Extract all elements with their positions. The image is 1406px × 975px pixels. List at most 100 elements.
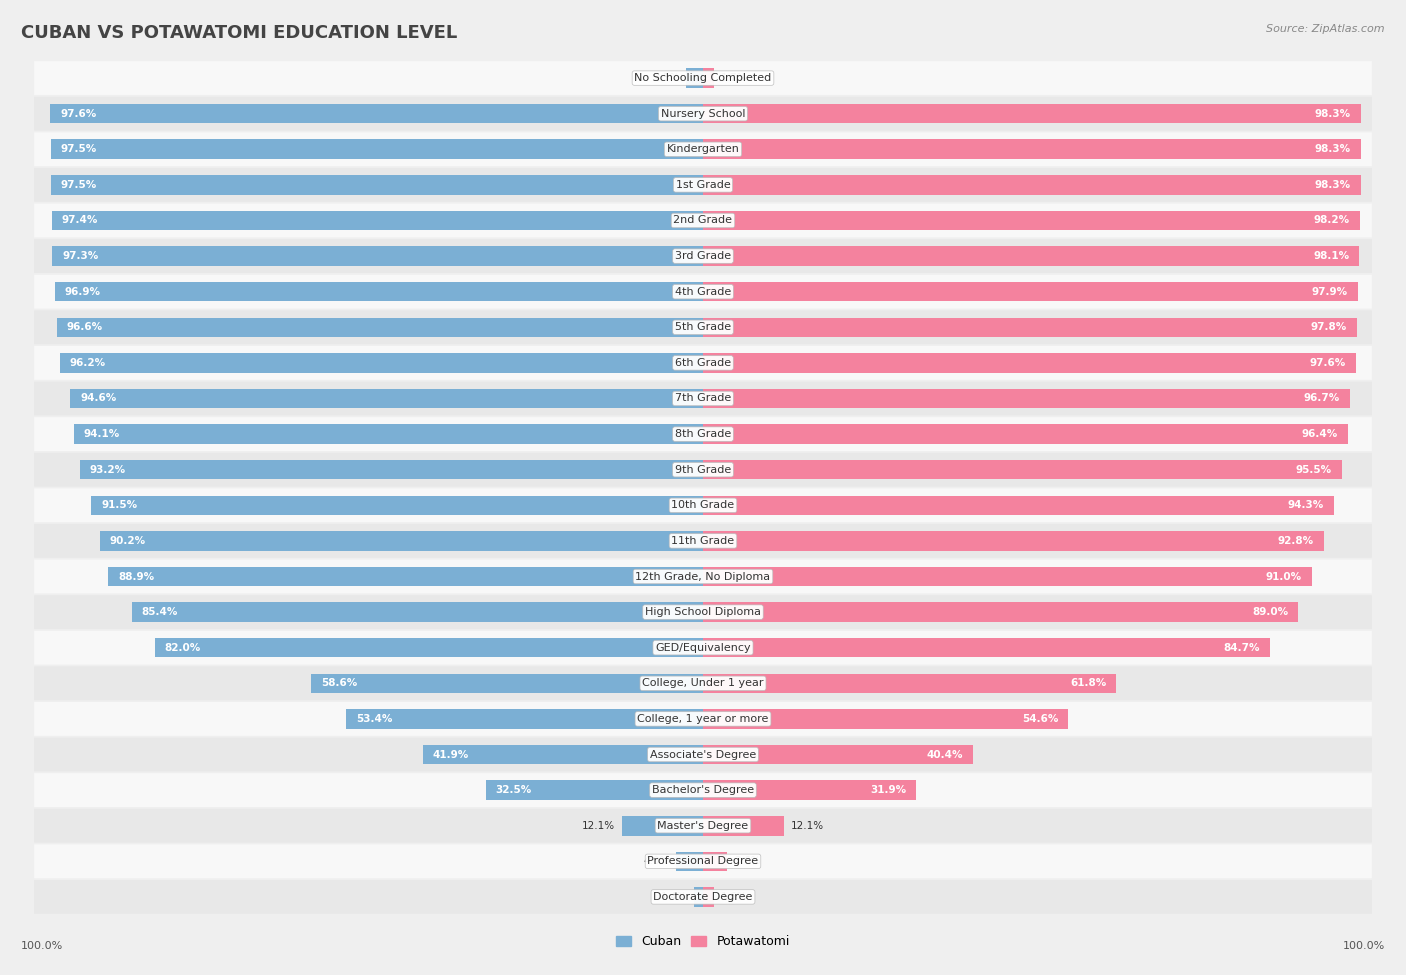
Text: 1.7%: 1.7%: [721, 73, 748, 83]
Text: 89.0%: 89.0%: [1253, 607, 1288, 617]
Bar: [703, 424, 1348, 444]
Text: GED/Equivalency: GED/Equivalency: [655, 643, 751, 652]
Bar: [703, 566, 1312, 586]
Text: 96.4%: 96.4%: [1302, 429, 1337, 439]
Text: 94.1%: 94.1%: [83, 429, 120, 439]
Text: Nursery School: Nursery School: [661, 108, 745, 119]
Text: 94.3%: 94.3%: [1288, 500, 1323, 510]
Text: Source: ZipAtlas.com: Source: ZipAtlas.com: [1267, 24, 1385, 34]
Text: 97.3%: 97.3%: [62, 252, 98, 261]
Text: Bachelor's Degree: Bachelor's Degree: [652, 785, 754, 796]
Text: 82.0%: 82.0%: [165, 643, 201, 652]
FancyBboxPatch shape: [34, 381, 1372, 415]
Bar: [703, 104, 1361, 124]
Text: No Schooling Completed: No Schooling Completed: [634, 73, 772, 83]
Text: 10th Grade: 10th Grade: [672, 500, 734, 510]
FancyBboxPatch shape: [34, 773, 1372, 807]
Bar: [73, 424, 703, 444]
Text: 98.3%: 98.3%: [1315, 108, 1351, 119]
Text: 96.6%: 96.6%: [67, 323, 103, 332]
FancyBboxPatch shape: [34, 738, 1372, 771]
Text: 12.1%: 12.1%: [582, 821, 616, 831]
FancyBboxPatch shape: [34, 97, 1372, 131]
Text: 54.6%: 54.6%: [1022, 714, 1059, 723]
Bar: [100, 531, 703, 551]
Bar: [703, 603, 1298, 622]
Bar: [132, 603, 703, 622]
Text: Professional Degree: Professional Degree: [647, 856, 759, 867]
FancyBboxPatch shape: [34, 275, 1372, 309]
FancyBboxPatch shape: [34, 595, 1372, 629]
Bar: [423, 745, 703, 764]
Bar: [80, 460, 703, 480]
Bar: [52, 211, 703, 230]
FancyBboxPatch shape: [34, 631, 1372, 665]
FancyBboxPatch shape: [34, 452, 1372, 487]
Text: 91.5%: 91.5%: [101, 500, 138, 510]
Text: 5th Grade: 5th Grade: [675, 323, 731, 332]
Bar: [108, 566, 703, 586]
Bar: [703, 780, 917, 799]
Bar: [703, 851, 727, 871]
FancyBboxPatch shape: [34, 702, 1372, 736]
Bar: [703, 139, 1361, 159]
Bar: [693, 887, 703, 907]
Text: 97.8%: 97.8%: [1310, 323, 1347, 332]
Bar: [703, 211, 1360, 230]
Text: 98.1%: 98.1%: [1313, 252, 1350, 261]
Text: 91.0%: 91.0%: [1265, 571, 1302, 581]
Text: 90.2%: 90.2%: [110, 536, 146, 546]
Text: 1st Grade: 1st Grade: [676, 179, 730, 190]
Text: 98.3%: 98.3%: [1315, 144, 1351, 154]
Text: 4th Grade: 4th Grade: [675, 287, 731, 296]
Bar: [703, 389, 1350, 409]
Bar: [703, 282, 1358, 301]
FancyBboxPatch shape: [34, 488, 1372, 523]
Text: 100.0%: 100.0%: [21, 941, 63, 951]
Bar: [703, 531, 1323, 551]
Text: 92.8%: 92.8%: [1278, 536, 1313, 546]
Bar: [70, 389, 703, 409]
Text: 32.5%: 32.5%: [496, 785, 531, 796]
Text: 1.4%: 1.4%: [661, 892, 688, 902]
Bar: [703, 68, 714, 88]
Text: 97.6%: 97.6%: [1309, 358, 1346, 368]
Text: 85.4%: 85.4%: [142, 607, 179, 617]
Text: 97.5%: 97.5%: [60, 144, 97, 154]
Text: 97.5%: 97.5%: [60, 179, 97, 190]
Text: 96.2%: 96.2%: [69, 358, 105, 368]
FancyBboxPatch shape: [34, 524, 1372, 558]
FancyBboxPatch shape: [34, 809, 1372, 842]
FancyBboxPatch shape: [34, 168, 1372, 202]
Bar: [56, 318, 703, 337]
FancyBboxPatch shape: [34, 417, 1372, 451]
Bar: [346, 709, 703, 728]
Bar: [311, 674, 703, 693]
Bar: [703, 247, 1360, 266]
Text: College, Under 1 year: College, Under 1 year: [643, 679, 763, 688]
Bar: [703, 318, 1357, 337]
Bar: [55, 282, 703, 301]
Text: 4.0%: 4.0%: [643, 856, 669, 867]
Text: 11th Grade: 11th Grade: [672, 536, 734, 546]
Text: 6th Grade: 6th Grade: [675, 358, 731, 368]
Bar: [91, 495, 703, 515]
Text: 98.3%: 98.3%: [1315, 179, 1351, 190]
FancyBboxPatch shape: [34, 844, 1372, 878]
Text: 1.6%: 1.6%: [720, 892, 747, 902]
Text: 3.6%: 3.6%: [734, 856, 761, 867]
Text: 2nd Grade: 2nd Grade: [673, 215, 733, 225]
Text: 9th Grade: 9th Grade: [675, 465, 731, 475]
Text: 96.9%: 96.9%: [65, 287, 101, 296]
Bar: [51, 139, 703, 159]
Bar: [703, 638, 1270, 657]
Bar: [485, 780, 703, 799]
Text: 40.4%: 40.4%: [927, 750, 963, 760]
Text: 93.2%: 93.2%: [90, 465, 125, 475]
Text: CUBAN VS POTAWATOMI EDUCATION LEVEL: CUBAN VS POTAWATOMI EDUCATION LEVEL: [21, 24, 457, 42]
FancyBboxPatch shape: [34, 61, 1372, 95]
Bar: [703, 674, 1116, 693]
FancyBboxPatch shape: [34, 239, 1372, 273]
Text: 3rd Grade: 3rd Grade: [675, 252, 731, 261]
Text: 96.7%: 96.7%: [1303, 394, 1340, 404]
